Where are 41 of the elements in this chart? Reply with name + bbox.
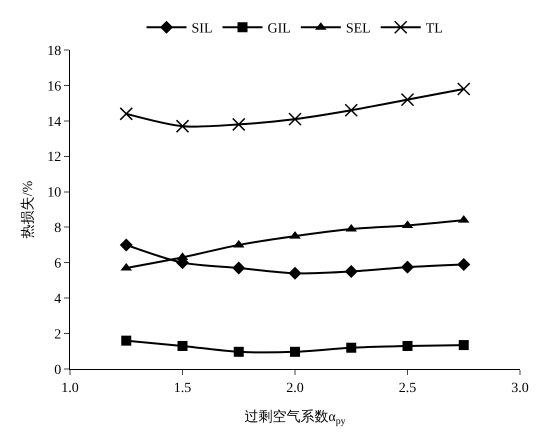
point xyxy=(176,119,190,133)
x-tick-label: 2.0 xyxy=(286,380,304,396)
point xyxy=(344,104,358,118)
point xyxy=(290,346,300,357)
point xyxy=(402,340,412,351)
point xyxy=(401,260,414,274)
x-axis-title: 过剩空气系数α$_{py}$ xyxy=(244,409,346,427)
y-tick-label: 14 xyxy=(47,114,62,130)
point xyxy=(288,112,302,126)
legend-label: SEL xyxy=(346,22,371,37)
x-tick-label: 1.0 xyxy=(61,380,79,396)
x-tick-label: 3.0 xyxy=(511,380,529,396)
y-tick-label: 18 xyxy=(47,44,62,59)
y-axis-title: 热损失/% xyxy=(20,180,36,238)
legend-label: TL xyxy=(426,22,443,37)
point xyxy=(457,82,470,96)
x-tick-label: 1.5 xyxy=(174,380,192,396)
point xyxy=(457,258,470,271)
point xyxy=(234,346,244,357)
point xyxy=(344,265,358,278)
y-tick-label: 0 xyxy=(54,362,62,378)
x-tick-label: 2.5 xyxy=(398,380,416,396)
point xyxy=(232,118,246,132)
y-tick-label: 6 xyxy=(54,256,62,272)
y-tick-label: 4 xyxy=(54,292,62,308)
point xyxy=(178,340,188,351)
y-tick-label: 12 xyxy=(47,150,62,166)
point xyxy=(121,336,132,346)
legend-label: SIL xyxy=(192,22,212,37)
point xyxy=(458,340,469,350)
point xyxy=(232,261,246,274)
legend-label: GIL xyxy=(268,22,291,37)
y-tick-label: 10 xyxy=(47,186,62,201)
point xyxy=(288,266,302,280)
point xyxy=(400,92,414,106)
y-tick-label: 2 xyxy=(54,327,62,342)
y-tick-label: 16 xyxy=(47,79,62,94)
point xyxy=(346,342,356,353)
y-tick-label: 8 xyxy=(54,221,62,236)
point xyxy=(120,107,133,121)
point xyxy=(120,238,133,252)
